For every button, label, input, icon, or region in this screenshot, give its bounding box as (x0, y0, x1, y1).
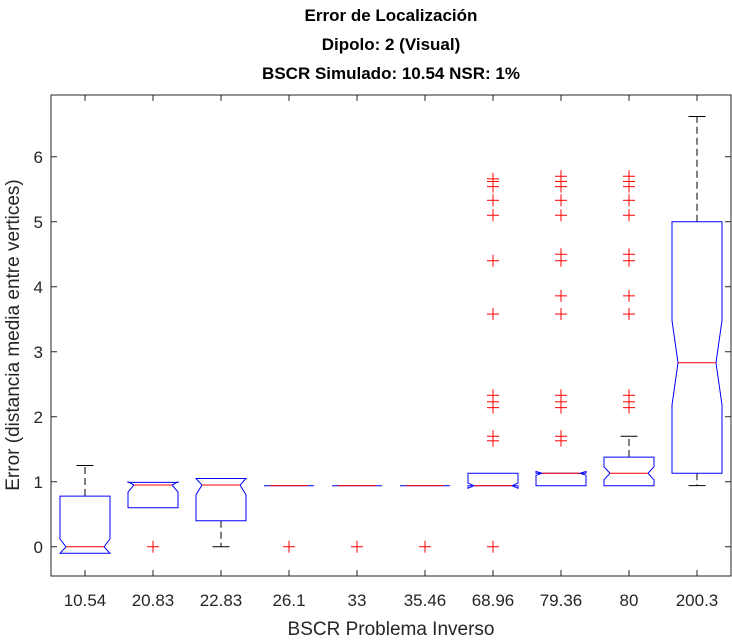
outlier-marker (487, 254, 499, 267)
outlier-marker (555, 430, 567, 443)
outlier-marker (487, 389, 499, 402)
outlier-marker (487, 209, 499, 222)
x-axis-label: BSCR Problema Inverso (288, 619, 495, 640)
box-body (127, 480, 179, 509)
box-body (603, 456, 655, 487)
box-26.1 (264, 485, 314, 553)
box-79.36 (535, 170, 587, 487)
box-80 (603, 170, 655, 487)
x-tick-label: 33 (348, 591, 367, 610)
box-body (467, 472, 519, 490)
outlier-marker (623, 389, 635, 402)
outlier-marker (555, 389, 567, 402)
outlier-marker (555, 308, 567, 321)
box-20.83 (127, 480, 179, 553)
outlier-marker (419, 540, 431, 553)
x-tick-label: 35.46 (404, 591, 447, 610)
outlier-marker (555, 170, 567, 183)
x-tick-label: 20.83 (132, 591, 175, 610)
x-tick-label: 80 (620, 591, 639, 610)
y-tick-label: 0 (34, 538, 43, 557)
y-tick-label: 1 (34, 473, 43, 492)
outlier-marker (555, 194, 567, 207)
y-axis: 0 1 2 3 4 5 6 (34, 148, 731, 557)
y-tick-label: 6 (34, 148, 43, 167)
y-tick-label: 4 (34, 278, 43, 297)
outlier-marker (555, 209, 567, 222)
box-35.46 (400, 485, 450, 553)
x-tick-label: 26.1 (272, 591, 305, 610)
box-200.3 (671, 115, 723, 487)
plot-area (50, 94, 732, 577)
box-33 (332, 485, 382, 553)
y-tick-label: 2 (34, 408, 43, 427)
box-body (671, 221, 723, 474)
outlier-marker (623, 194, 635, 207)
outlier-marker (623, 289, 635, 302)
outlier-marker (487, 194, 499, 207)
x-tick-label: 79.36 (540, 591, 583, 610)
outlier-marker (623, 248, 635, 261)
chart-title-line-3: BSCR Simulado: 10.54 NSR: 1% (262, 64, 520, 83)
box-10.54 (58, 465, 112, 554)
outlier-marker (623, 308, 635, 321)
outlier-marker (147, 540, 159, 553)
box-68.96 (467, 172, 519, 553)
outlier-marker (487, 540, 499, 553)
outlier-marker (283, 540, 295, 553)
outlier-marker (487, 430, 499, 443)
box-body (535, 470, 587, 487)
y-tick-label: 3 (34, 343, 43, 362)
chart-title-line-1: Error de Localización (305, 6, 478, 25)
y-axis-label: Error (distancia media entre vertices) (3, 179, 24, 491)
outlier-marker (487, 308, 499, 321)
x-tick-label: 22.83 (200, 591, 243, 610)
outlier-marker (351, 540, 363, 553)
chart-title-line-2: Dipolo: 2 (Visual) (322, 35, 461, 54)
box-22.83 (194, 478, 248, 548)
x-tick-label: 200.3 (676, 591, 719, 610)
y-tick-label: 5 (34, 213, 43, 232)
outlier-marker (555, 248, 567, 261)
outlier-marker (555, 289, 567, 302)
outlier-marker (623, 170, 635, 183)
x-tick-label: 68.96 (472, 591, 515, 610)
outlier-marker (623, 209, 635, 222)
box-body (58, 495, 112, 554)
box-body (194, 478, 248, 522)
boxes-layer (58, 115, 723, 554)
x-axis: 10.54 20.83 22.83 26.1 33 35.46 68.96 79.36 80 20… (64, 95, 719, 610)
outlier-marker (487, 172, 499, 185)
x-tick-label: 10.54 (64, 591, 107, 610)
